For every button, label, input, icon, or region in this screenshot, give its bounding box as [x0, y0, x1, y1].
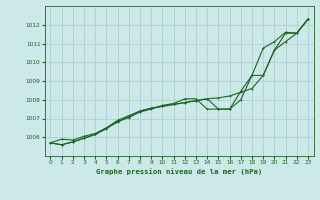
- X-axis label: Graphe pression niveau de la mer (hPa): Graphe pression niveau de la mer (hPa): [96, 168, 262, 175]
